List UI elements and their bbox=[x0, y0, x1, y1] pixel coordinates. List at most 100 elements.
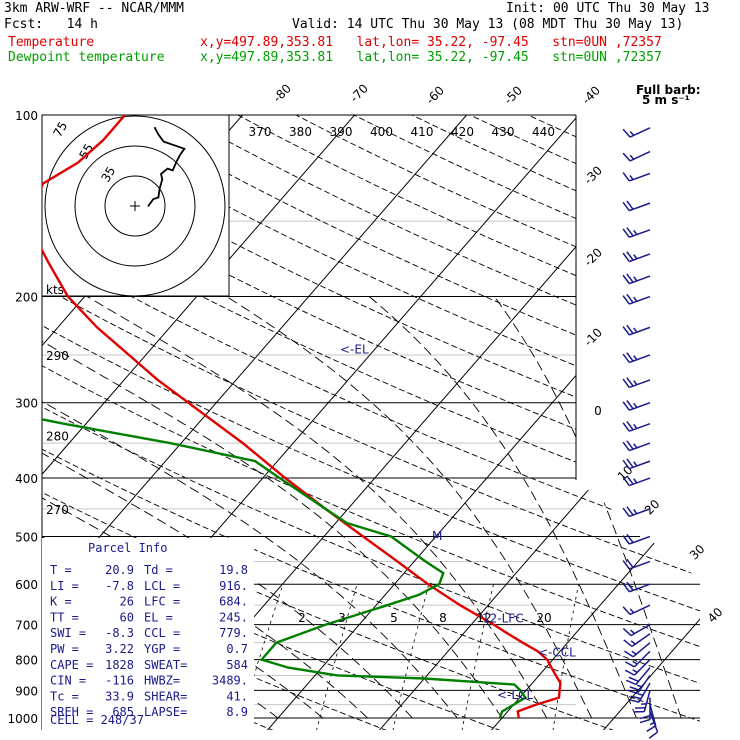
barb-flag bbox=[626, 421, 634, 431]
parcel-key: CAPE = bbox=[50, 658, 93, 672]
dry-adiabat bbox=[237, 115, 700, 730]
barb-flag bbox=[627, 689, 638, 695]
wind-barb bbox=[622, 440, 651, 452]
full-barb-units: 5 m s⁻¹ bbox=[642, 93, 690, 107]
barb-half bbox=[633, 509, 638, 515]
isotherm-label: -40 bbox=[579, 83, 603, 107]
moist-adiabat bbox=[42, 296, 503, 719]
barb-half bbox=[637, 693, 644, 696]
hodograph-ring-label: 35 bbox=[98, 164, 118, 184]
barb-flag bbox=[630, 695, 642, 700]
moist-adiabat bbox=[368, 296, 637, 719]
hodograph-units: kts bbox=[46, 283, 64, 297]
parcel-key: SREH = bbox=[50, 705, 93, 719]
hodograph-ring bbox=[74, 145, 196, 267]
parcel-key: CCL = bbox=[144, 626, 180, 640]
hodograph-ring-label: 75 bbox=[50, 119, 70, 139]
barb-half bbox=[629, 130, 635, 136]
barb-flag bbox=[625, 679, 637, 686]
isotherm-label: 0 bbox=[594, 404, 602, 418]
parcel-marker: M bbox=[432, 529, 442, 543]
isotherm-line bbox=[42, 115, 355, 730]
theta-label: 390 bbox=[330, 125, 353, 139]
full-barb-label: Full barb: bbox=[636, 83, 701, 97]
dry-adiabat bbox=[42, 115, 700, 730]
barb-flag bbox=[622, 401, 630, 411]
parcel-key: YGP = bbox=[144, 642, 180, 656]
dry-adiabat bbox=[42, 115, 700, 730]
barb-flag bbox=[626, 475, 634, 485]
wind-barb bbox=[622, 533, 651, 545]
parcel-key: LCL = bbox=[144, 579, 180, 593]
barb-flag bbox=[622, 295, 630, 305]
dry-adiabat bbox=[42, 115, 700, 730]
barb-flag bbox=[622, 326, 630, 336]
barb-half bbox=[636, 684, 643, 688]
valid-time: Valid: 14 UTC Thu 30 May 13 (08 MDT Thu … bbox=[292, 17, 684, 32]
barb-half bbox=[633, 380, 638, 386]
wind-barb bbox=[625, 667, 651, 686]
barb-flag bbox=[626, 273, 634, 283]
wind-barb bbox=[639, 697, 651, 724]
pressure-label: 200 bbox=[15, 291, 38, 305]
barb-flag bbox=[628, 698, 640, 703]
wind-barb bbox=[623, 633, 651, 648]
forecast-hour: Fcst: 14 h bbox=[4, 17, 98, 32]
mixing-ratio-line bbox=[237, 584, 284, 730]
dry-adiabat bbox=[42, 115, 700, 730]
parcel-key: EL = bbox=[144, 610, 173, 624]
wind-barb bbox=[622, 150, 651, 162]
hodograph-ring-label: 55 bbox=[76, 141, 96, 161]
mixing-ratio-label: 12 bbox=[476, 611, 491, 625]
dewpoint-location: x,y=497.89,353.81 lat,lon= 35.22, -97.45… bbox=[200, 50, 662, 65]
adiabat-label: 290 bbox=[46, 349, 69, 363]
isotherm-label: -10 bbox=[581, 325, 605, 349]
barb-half bbox=[633, 443, 638, 449]
wind-barb bbox=[622, 400, 651, 411]
parcel-value: 584 bbox=[226, 658, 248, 672]
theta-label: 420 bbox=[451, 125, 474, 139]
isotherm-label: 40 bbox=[705, 605, 726, 626]
barb-flag bbox=[648, 731, 658, 739]
barb-half bbox=[632, 660, 638, 665]
parcel-key: LFC = bbox=[144, 595, 180, 609]
wind-barb bbox=[622, 127, 651, 138]
mixing-ratio-line bbox=[552, 584, 579, 730]
wind-barb bbox=[646, 704, 657, 732]
barb-flag bbox=[626, 352, 634, 362]
isotherm-label: 20 bbox=[642, 497, 663, 518]
parcel-value: -116 bbox=[105, 674, 134, 688]
dry-adiabat bbox=[469, 115, 700, 730]
barb-flag bbox=[626, 506, 634, 516]
barb-half bbox=[630, 640, 636, 645]
barb-flag bbox=[626, 251, 634, 261]
theta-label: 430 bbox=[492, 125, 515, 139]
parcel-cell: CELL = 248/37 bbox=[50, 713, 144, 727]
barb-half bbox=[629, 154, 635, 160]
parcel-value: 916. bbox=[219, 579, 248, 593]
barb-flag bbox=[622, 201, 630, 212]
level-annotation: <-EL bbox=[340, 343, 369, 357]
parcel-value: 779. bbox=[219, 626, 248, 640]
mixing-ratio-label: 20 bbox=[536, 611, 551, 625]
isotherm-line bbox=[42, 115, 467, 730]
barb-flag bbox=[623, 639, 633, 647]
wind-barb bbox=[622, 293, 651, 305]
dry-adiabat bbox=[42, 115, 700, 730]
barb-flag bbox=[626, 293, 634, 304]
wind-barb bbox=[622, 421, 651, 432]
parcel-key: SWEAT= bbox=[144, 658, 187, 672]
barb-flag bbox=[622, 606, 631, 615]
wind-barb bbox=[622, 172, 651, 182]
level-annotation: 12-LFC bbox=[482, 612, 524, 626]
parcel-value: -7.8 bbox=[105, 579, 134, 593]
pressure-label: 400 bbox=[15, 472, 38, 486]
wind-barb bbox=[622, 506, 651, 518]
pressure-label: 700 bbox=[15, 619, 38, 633]
pressure-label: 800 bbox=[15, 654, 38, 668]
mixing-ratio-line bbox=[392, 584, 430, 730]
barb-half bbox=[633, 296, 638, 302]
pressure-label: 1000 bbox=[7, 712, 38, 726]
isotherm-line bbox=[715, 115, 740, 731]
